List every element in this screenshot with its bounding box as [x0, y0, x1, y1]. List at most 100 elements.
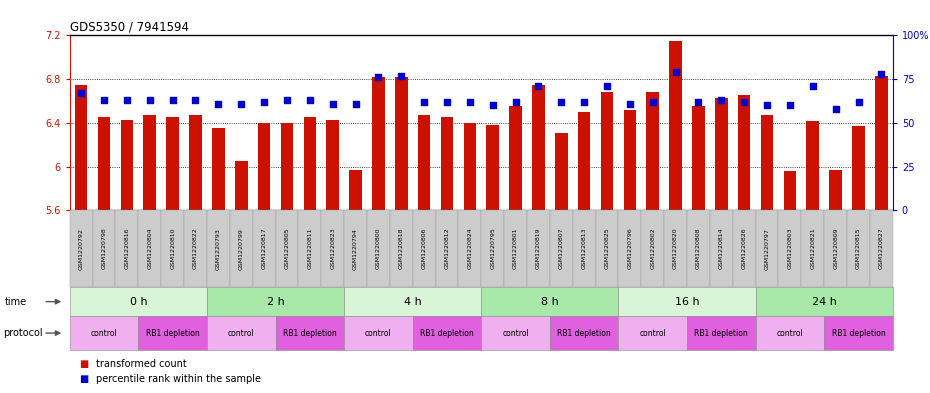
Bar: [624, 110, 636, 210]
Bar: [510, 107, 522, 210]
Bar: [555, 133, 567, 210]
Bar: [418, 115, 431, 210]
Text: control: control: [777, 329, 804, 338]
Text: protocol: protocol: [3, 328, 43, 338]
Point: [119, 97, 134, 103]
Point: [417, 99, 432, 105]
Text: GSM1220814: GSM1220814: [719, 228, 724, 269]
Text: 2 h: 2 h: [267, 297, 285, 307]
Bar: [646, 92, 659, 210]
Point: [211, 101, 226, 107]
Point: [645, 99, 660, 105]
Point: [851, 99, 866, 105]
Text: 0 h: 0 h: [129, 297, 147, 307]
Point: [760, 102, 775, 108]
Text: GSM1220798: GSM1220798: [101, 228, 107, 270]
Text: GSM1220811: GSM1220811: [307, 228, 312, 269]
Text: GSM1220816: GSM1220816: [125, 228, 129, 269]
Bar: [578, 112, 591, 210]
Point: [737, 99, 751, 105]
Point: [714, 97, 729, 103]
Text: GSM1220801: GSM1220801: [513, 228, 518, 269]
Point: [393, 72, 408, 79]
Text: GSM1220797: GSM1220797: [764, 228, 769, 270]
Text: GSM1220819: GSM1220819: [536, 228, 541, 269]
Bar: [189, 115, 202, 210]
Text: transformed count: transformed count: [96, 358, 187, 369]
Point: [462, 99, 477, 105]
Text: GSM1220807: GSM1220807: [559, 228, 564, 269]
Point: [166, 97, 180, 103]
Bar: [326, 119, 339, 210]
Bar: [463, 123, 476, 210]
Text: GSM1220813: GSM1220813: [581, 228, 587, 269]
Text: GSM1220812: GSM1220812: [445, 228, 449, 269]
Bar: [486, 125, 499, 210]
Point: [302, 97, 317, 103]
Bar: [143, 115, 156, 210]
Text: RB1 depletion: RB1 depletion: [283, 329, 337, 338]
Text: percentile rank within the sample: percentile rank within the sample: [96, 374, 260, 384]
Text: control: control: [502, 329, 529, 338]
Text: GSM1220809: GSM1220809: [833, 228, 838, 269]
Point: [97, 97, 112, 103]
Bar: [692, 107, 705, 210]
Point: [577, 99, 591, 105]
Text: control: control: [228, 329, 255, 338]
Point: [874, 71, 889, 77]
Bar: [98, 118, 111, 210]
Text: 16 h: 16 h: [675, 297, 699, 307]
Text: GSM1220818: GSM1220818: [399, 228, 404, 269]
Bar: [395, 77, 407, 210]
Point: [73, 90, 88, 96]
Point: [142, 97, 157, 103]
Point: [600, 83, 615, 89]
Bar: [715, 98, 727, 210]
Bar: [166, 118, 179, 210]
Text: 4 h: 4 h: [404, 297, 421, 307]
Point: [805, 83, 820, 89]
Point: [348, 101, 363, 107]
Text: GSM1220796: GSM1220796: [628, 228, 632, 270]
Text: control: control: [639, 329, 666, 338]
Text: 24 h: 24 h: [812, 297, 837, 307]
Text: GDS5350 / 7941594: GDS5350 / 7941594: [70, 20, 189, 33]
Text: GSM1220826: GSM1220826: [742, 228, 747, 269]
Bar: [875, 76, 887, 210]
Bar: [235, 161, 247, 210]
Bar: [737, 95, 751, 210]
Text: control: control: [90, 329, 117, 338]
Text: control: control: [365, 329, 392, 338]
Bar: [121, 119, 133, 210]
Text: RB1 depletion: RB1 depletion: [146, 329, 200, 338]
Point: [440, 99, 455, 105]
Bar: [258, 123, 271, 210]
Text: GSM1220800: GSM1220800: [376, 228, 381, 269]
Text: ■: ■: [79, 358, 88, 369]
Text: GSM1220825: GSM1220825: [604, 228, 609, 269]
Text: GSM1220822: GSM1220822: [193, 228, 198, 270]
Text: GSM1220821: GSM1220821: [810, 228, 816, 269]
Bar: [670, 41, 682, 210]
Point: [622, 101, 637, 107]
Text: RB1 depletion: RB1 depletion: [831, 329, 885, 338]
Text: GSM1220817: GSM1220817: [261, 228, 267, 269]
Point: [233, 101, 248, 107]
Text: time: time: [5, 297, 27, 307]
Text: GSM1220804: GSM1220804: [147, 228, 153, 269]
Point: [782, 102, 797, 108]
Text: GSM1220824: GSM1220824: [468, 228, 472, 270]
Text: GSM1220810: GSM1220810: [170, 228, 175, 269]
Point: [668, 69, 683, 75]
Bar: [303, 118, 316, 210]
Text: GSM1220815: GSM1220815: [856, 228, 861, 269]
Point: [508, 99, 523, 105]
Text: GSM1220803: GSM1220803: [788, 228, 792, 269]
Bar: [532, 84, 545, 210]
Text: RB1 depletion: RB1 depletion: [557, 329, 611, 338]
Point: [829, 106, 844, 112]
Text: ■: ■: [79, 374, 88, 384]
Bar: [601, 92, 613, 210]
Bar: [350, 170, 362, 210]
Text: RB1 depletion: RB1 depletion: [695, 329, 749, 338]
